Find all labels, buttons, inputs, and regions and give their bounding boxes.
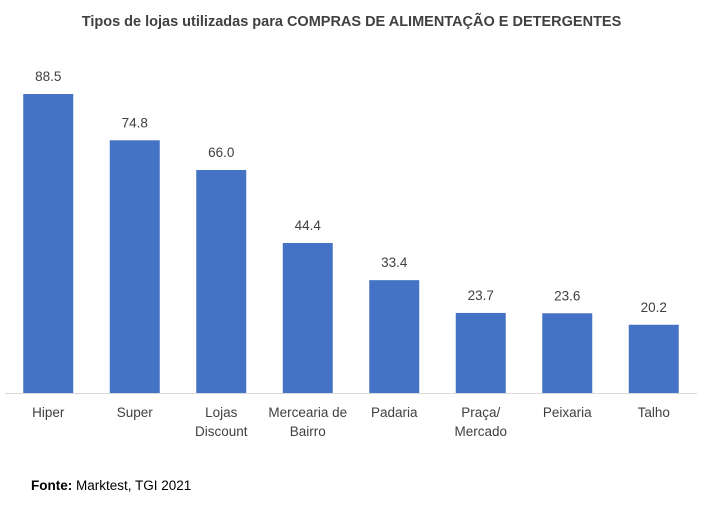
bar bbox=[369, 280, 420, 393]
bar-chart: 88.5 Hiper 74.8 Super 66.0 Lojas Discount 44.4 M… bbox=[5, 69, 697, 439]
source-text: Marktest, TGI 2021 bbox=[72, 478, 192, 493]
bars-layer bbox=[23, 94, 679, 393]
category-label: Talho bbox=[638, 405, 670, 420]
data-label: 33.4 bbox=[381, 255, 408, 270]
bar bbox=[455, 312, 506, 393]
data-label: 23.7 bbox=[468, 288, 494, 303]
bar bbox=[628, 324, 679, 393]
bar bbox=[109, 140, 160, 393]
data-label: 20.2 bbox=[641, 300, 667, 315]
category-label: Padaria bbox=[371, 405, 418, 420]
category-label: Discount bbox=[195, 424, 248, 439]
labels-layer: 88.5 Hiper 74.8 Super 66.0 Lojas Discount 44.4 M… bbox=[32, 69, 670, 439]
bar bbox=[282, 242, 333, 393]
data-label: 88.5 bbox=[35, 69, 61, 84]
bar bbox=[542, 313, 593, 393]
category-label: Lojas bbox=[205, 405, 238, 420]
category-label: Peixaria bbox=[543, 405, 592, 420]
chart-title: Tipos de lojas utilizadas para COMPRAS D… bbox=[81, 14, 622, 30]
data-label: 66.0 bbox=[208, 145, 234, 160]
category-label: Mercado bbox=[454, 424, 507, 439]
category-label: Praça/ bbox=[461, 405, 500, 420]
category-label: Super bbox=[117, 405, 154, 420]
source-label: Fonte: bbox=[31, 478, 73, 493]
bar bbox=[23, 94, 74, 393]
category-label: Bairro bbox=[290, 424, 326, 439]
data-label: 23.6 bbox=[554, 288, 580, 303]
source-note: Fonte: Marktest, TGI 2021 bbox=[31, 478, 191, 493]
data-label: 74.8 bbox=[122, 115, 148, 130]
category-label: Hiper bbox=[32, 405, 65, 420]
bar bbox=[196, 170, 247, 393]
category-label: Mercearia de bbox=[268, 405, 347, 420]
data-label: 44.4 bbox=[295, 218, 322, 233]
